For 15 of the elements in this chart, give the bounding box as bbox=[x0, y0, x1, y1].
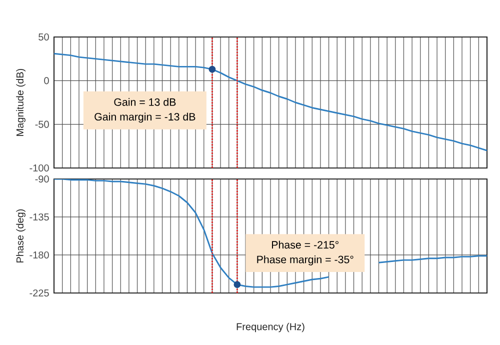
y-tick-label: 50 bbox=[38, 33, 49, 41]
y-tick-label: -100 bbox=[30, 164, 49, 172]
y-tick-label: -180 bbox=[30, 251, 49, 259]
y-tick-label: 0 bbox=[44, 77, 49, 84]
annotation: Phase = -215° bbox=[272, 240, 338, 249]
y-tick-label: -135 bbox=[30, 213, 49, 221]
annotation: Gain = 13 dB bbox=[114, 98, 176, 106]
y-tick-label: -50 bbox=[35, 120, 49, 128]
y-axis-title: Magnitude (dB) bbox=[16, 68, 26, 136]
annotation: Gain margin = -13 dB bbox=[94, 112, 196, 123]
y-tick-label: -90 bbox=[35, 175, 49, 183]
annotation: Phase margin = -35° bbox=[257, 255, 354, 266]
x-axis-title: Frequency (Hz) bbox=[236, 322, 304, 332]
y-axis-title: Phase (deg) bbox=[16, 209, 26, 262]
y-tick-label: -225 bbox=[30, 289, 49, 297]
